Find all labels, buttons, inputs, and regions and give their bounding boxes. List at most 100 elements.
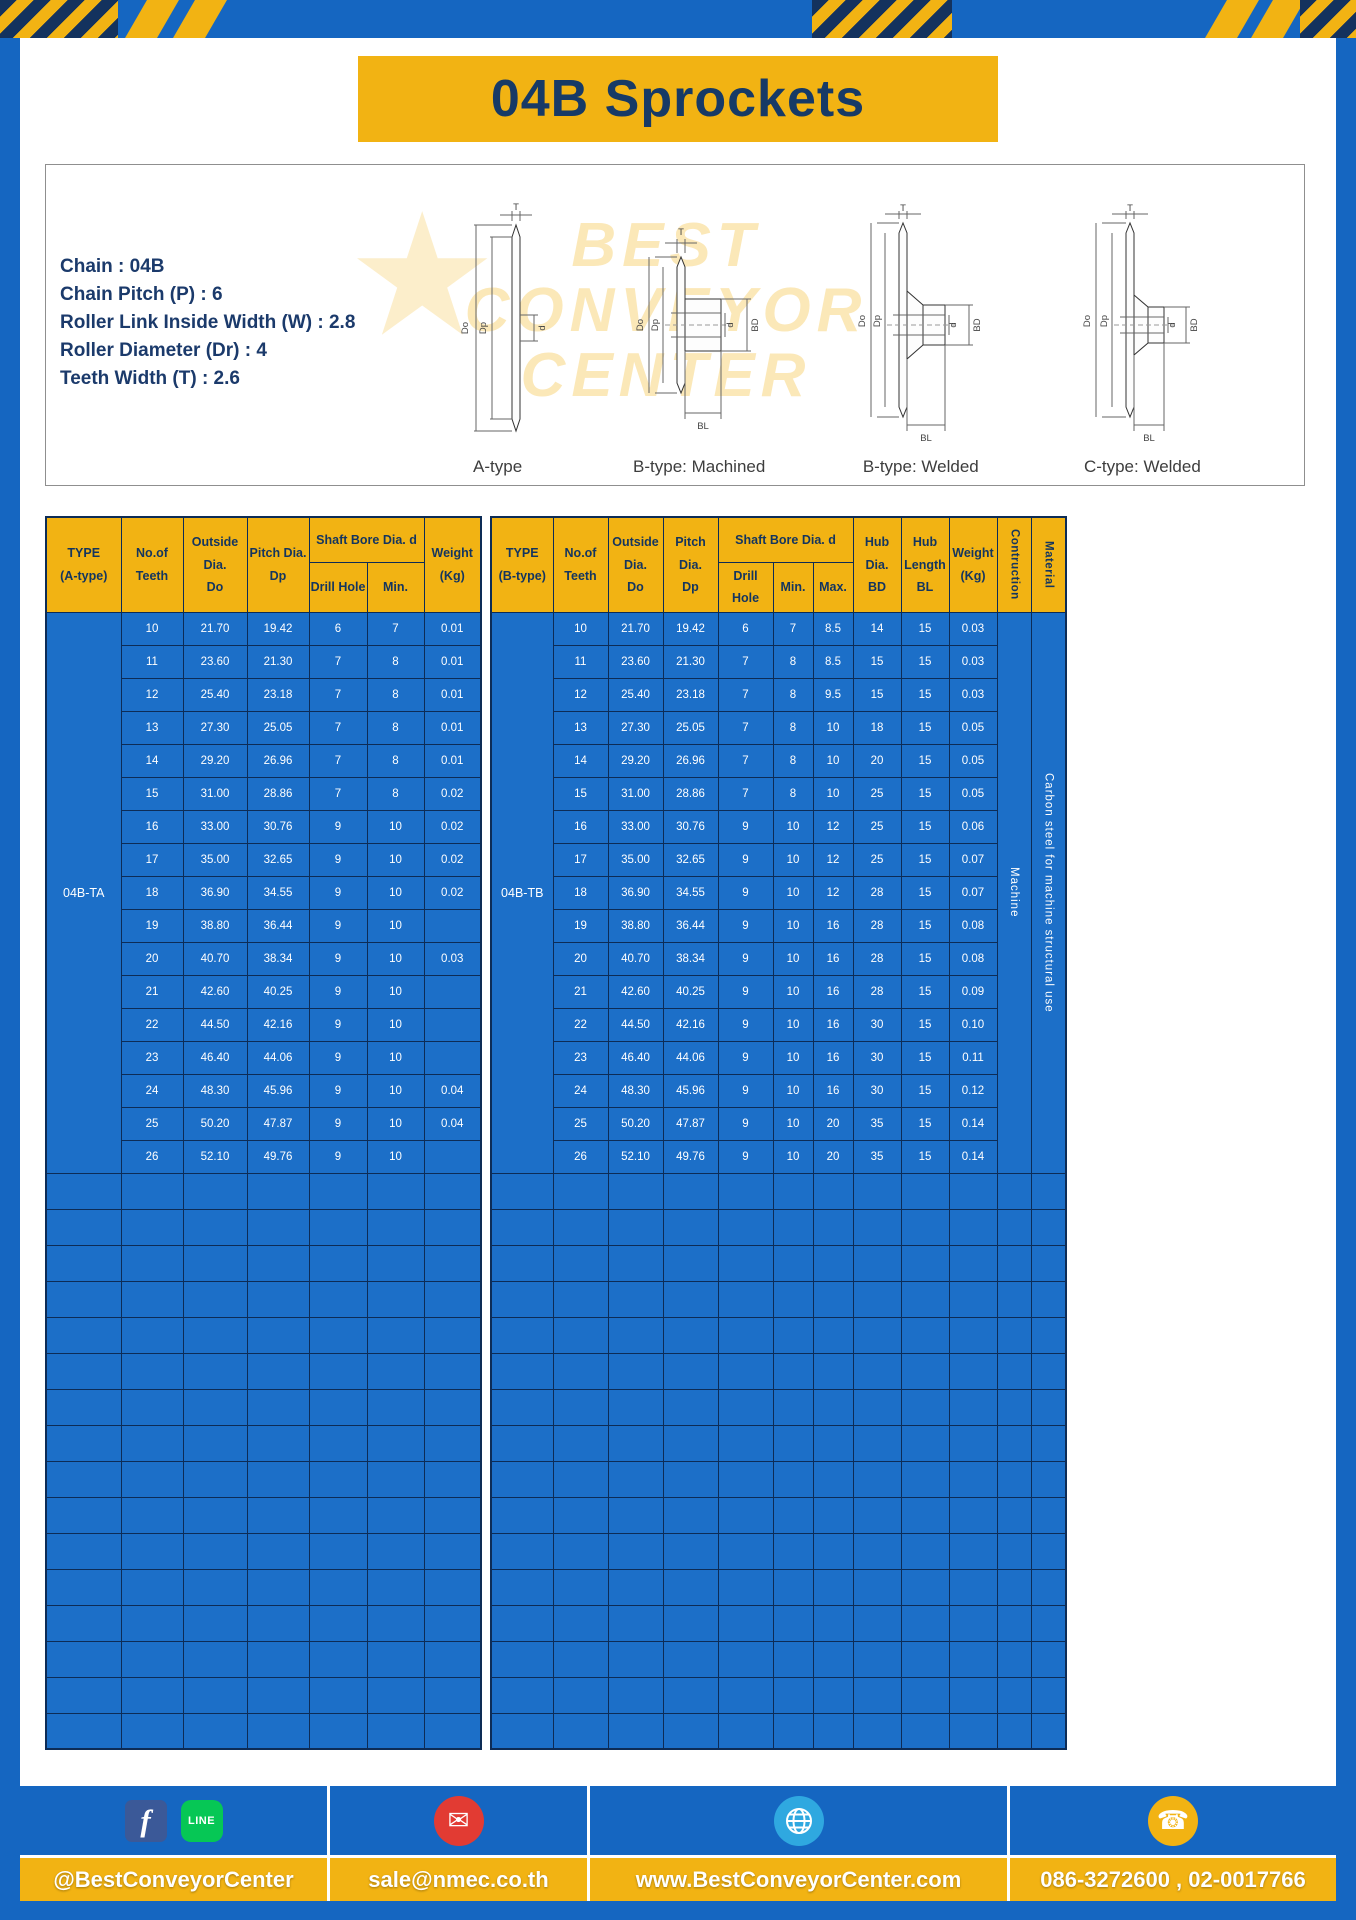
- data-cell: 44.06: [662, 1040, 719, 1075]
- empty-row: [45, 1244, 482, 1282]
- data-cell: 15: [900, 941, 950, 976]
- empty-cell: [996, 1424, 1032, 1462]
- empty-cell: [45, 1640, 122, 1678]
- data-cell: 9: [717, 875, 774, 910]
- empty-cell: [308, 1640, 368, 1678]
- phone-numbers[interactable]: 086-3272600 , 02-0017766: [1040, 1866, 1306, 1892]
- empty-cell: [552, 1388, 609, 1426]
- data-cell: 10: [812, 743, 854, 778]
- data-cell: 40.25: [662, 974, 719, 1009]
- data-cell: 15: [900, 611, 950, 646]
- data-cell: 38.80: [182, 908, 248, 943]
- data-cell: 42.60: [607, 974, 664, 1009]
- header-weight: Weight (Kg): [423, 516, 482, 613]
- data-cell: 21: [120, 974, 184, 1009]
- facebook-icon[interactable]: f: [124, 1799, 167, 1842]
- empty-cell: [900, 1388, 950, 1426]
- empty-cell: [772, 1244, 814, 1282]
- data-cell: 10: [366, 908, 425, 943]
- phone-icon[interactable]: ☎: [1148, 1795, 1198, 1846]
- data-cell: 20: [852, 743, 902, 778]
- empty-cell: [607, 1712, 664, 1750]
- empty-cell: [812, 1280, 854, 1318]
- data-cell: 34.55: [662, 875, 719, 910]
- empty-cell: [182, 1568, 248, 1606]
- empty-cell: [366, 1496, 425, 1534]
- empty-cell: [45, 1496, 122, 1534]
- empty-cell: [366, 1640, 425, 1678]
- empty-cell: [120, 1604, 184, 1642]
- data-cell: 30.76: [246, 809, 310, 844]
- svg-text:T: T: [513, 203, 519, 213]
- data-cell: 9: [717, 974, 774, 1009]
- email-address[interactable]: sale@nmec.co.th: [368, 1866, 549, 1892]
- email-icon[interactable]: ✉: [433, 1795, 484, 1846]
- empty-cell: [490, 1496, 554, 1534]
- data-cell: 44.50: [607, 1007, 664, 1042]
- data-cell: 10: [772, 875, 814, 910]
- data-cell: 15: [900, 1073, 950, 1108]
- data-cell: 10: [772, 974, 814, 1009]
- empty-cell: [490, 1244, 554, 1282]
- empty-cell: [366, 1172, 425, 1210]
- data-cell: 25: [852, 842, 902, 877]
- table-row: 26 52.10 49.76 9 10 20 35 15 0.14: [491, 1139, 1066, 1174]
- globe-icon[interactable]: [773, 1795, 824, 1846]
- diagram-a-type: T Do Dp d A-type: [438, 203, 558, 477]
- empty-cell: [996, 1388, 1032, 1426]
- data-cell: 15: [900, 1007, 950, 1042]
- empty-cell: [852, 1460, 902, 1498]
- data-cell: 23: [552, 1040, 609, 1075]
- data-cell: 8: [772, 710, 814, 745]
- empty-cell: [900, 1676, 950, 1714]
- social-handle[interactable]: @BestConveyorCenter: [53, 1866, 294, 1892]
- empty-cell: [423, 1316, 482, 1354]
- header-min: Min.: [772, 561, 814, 613]
- b-type-table: TYPE (B-type) No.of Teeth Outside Dia. D…: [490, 516, 1067, 1750]
- empty-cell: [182, 1208, 248, 1246]
- data-cell: 15: [900, 1106, 950, 1141]
- table-row: 22 44.50 42.16 9 10 16 30 15 0.10: [491, 1007, 1066, 1042]
- data-cell: 15: [900, 710, 950, 745]
- empty-cell: [812, 1388, 854, 1426]
- empty-cell: [552, 1244, 609, 1282]
- empty-cell: [772, 1568, 814, 1606]
- data-cell: 19: [552, 908, 609, 943]
- data-cell: 38.34: [662, 941, 719, 976]
- empty-cell: [900, 1208, 950, 1246]
- empty-row: [490, 1352, 1067, 1390]
- data-cell: 42.16: [246, 1007, 310, 1042]
- line-glyph: LINE: [187, 1814, 216, 1827]
- empty-cell: [490, 1388, 554, 1426]
- data-cell: 16: [812, 1040, 854, 1075]
- empty-row: [490, 1712, 1067, 1750]
- empty-cell: [852, 1712, 902, 1750]
- data-cell: 11: [120, 644, 184, 679]
- line-icon[interactable]: LINE: [180, 1799, 223, 1842]
- empty-cell: [662, 1604, 719, 1642]
- svg-text:d: d: [948, 322, 959, 327]
- data-cell: 28.86: [662, 776, 719, 811]
- empty-row: [490, 1532, 1067, 1570]
- empty-cell: [717, 1208, 774, 1246]
- svg-text:Dp: Dp: [650, 319, 661, 331]
- data-cell: 0.02: [423, 842, 482, 877]
- empty-cell: [246, 1424, 310, 1462]
- svg-text:Dp: Dp: [478, 322, 489, 334]
- empty-row: [45, 1424, 482, 1462]
- data-cell: 29.20: [607, 743, 664, 778]
- data-cell: 14: [120, 743, 184, 778]
- empty-cell: [852, 1676, 902, 1714]
- table-row: 18 36.90 34.55 9 10 12 28 15 0.07: [491, 875, 1066, 910]
- empty-row: [490, 1280, 1067, 1318]
- data-cell: 34.55: [246, 875, 310, 910]
- empty-cell: [120, 1172, 184, 1210]
- material-cell: Carbon steel for machine structural use: [1030, 611, 1067, 1174]
- envelope-glyph: ✉: [447, 1805, 470, 1835]
- data-cell: 0.05: [948, 743, 998, 778]
- data-cell: 25.40: [182, 677, 248, 712]
- data-cell: 8: [772, 677, 814, 712]
- data-cell: 26.96: [662, 743, 719, 778]
- website-url[interactable]: www.BestConveyorCenter.com: [635, 1866, 962, 1892]
- yellow-slant: [173, 0, 227, 38]
